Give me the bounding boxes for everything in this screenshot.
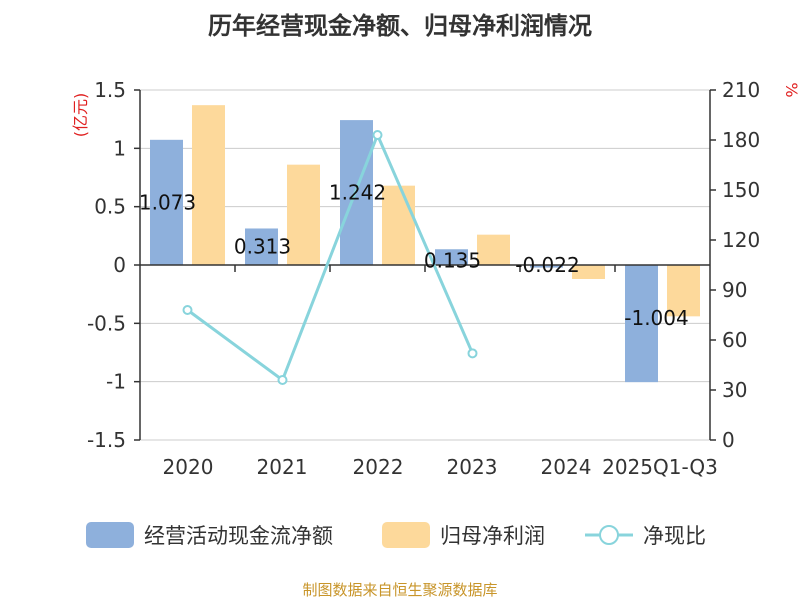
right-tick-label: 210 (722, 78, 760, 102)
left-tick-label: -1 (106, 370, 126, 394)
bars (150, 105, 700, 383)
category-label: 2024 (541, 455, 592, 479)
right-axis-unit: % (782, 82, 800, 97)
axes: -1.5 -1 -0.5 0 0.5 1 1.5 0 30 60 90 120 150 180 210 202… (71, 78, 800, 479)
source-note: 制图数据来自恒生聚源数据库 (302, 581, 498, 599)
category-label: 2022 (353, 455, 404, 479)
legend-item[interactable]: 净现比 (585, 524, 706, 548)
data-labels: 1.073 0.313 1.242 0.135 -0.022 -1.004 (139, 181, 689, 330)
grid-lines (140, 89, 710, 441)
bar-operating-cashflow (150, 139, 183, 265)
legend-label: 经营活动现金流净额 (144, 524, 333, 548)
left-tick-label: 0.5 (94, 195, 126, 219)
legend: 经营活动现金流净额 归母净利润 净现比 (86, 522, 706, 548)
cashflow-data-label: -1.004 (624, 306, 688, 330)
legend-item[interactable]: 经营活动现金流净额 (86, 522, 333, 548)
ratio-point (467, 348, 478, 359)
right-tick-label: 150 (722, 178, 760, 202)
category-label: 2021 (257, 455, 308, 479)
bar-operating-cashflow (625, 265, 658, 383)
legend-marker (599, 525, 619, 545)
ratio-point (277, 375, 288, 385)
right-tick-label: 180 (722, 128, 760, 152)
chart-title: 历年经营现金净额、归母净利润情况 (208, 12, 592, 40)
left-tick-label: 0 (113, 253, 126, 277)
bar-operating-cashflow (435, 249, 468, 265)
cashflow-data-label: 0.313 (234, 235, 291, 259)
right-tick-label: 60 (722, 328, 747, 352)
category-label: 2023 (447, 455, 498, 479)
ratio-point (372, 130, 383, 140)
right-tick-label: 120 (722, 228, 760, 252)
right-tick-label: 0 (722, 428, 735, 452)
category-label: 2020 (163, 455, 214, 479)
ratio-point (182, 305, 193, 315)
left-tick-label: -1.5 (87, 428, 126, 452)
bar-net-profit (382, 185, 415, 265)
left-tick-label: -0.5 (87, 311, 126, 335)
cashflow-data-label: 0.135 (424, 248, 481, 272)
right-tick-label: 90 (722, 278, 747, 302)
legend-swatch (382, 522, 430, 548)
cashflow-data-label: 1.073 (139, 190, 196, 214)
category-label: 2025Q1-Q3 (602, 455, 718, 479)
bar-net-profit (572, 265, 605, 279)
bar-operating-cashflow (530, 265, 563, 268)
right-tick-label: 30 (722, 378, 747, 402)
cashflow-data-label: 1.242 (329, 181, 386, 205)
bar-operating-cashflow (245, 228, 278, 265)
left-tick-label: 1 (113, 136, 126, 160)
left-tick-label: 1.5 (94, 78, 126, 102)
bar-net-profit (192, 105, 225, 266)
cashflow-data-label: -0.022 (515, 253, 579, 277)
bar-net-profit (287, 164, 320, 265)
ratio-line (182, 130, 478, 385)
legend-swatch (86, 522, 134, 548)
bar-net-profit (477, 234, 510, 265)
legend-label: 归母净利润 (440, 524, 545, 548)
bar-net-profit (667, 265, 700, 317)
ratio-line-path (186, 131, 474, 383)
legend-label: 净现比 (643, 524, 706, 548)
legend-item[interactable]: 归母净利润 (382, 522, 545, 548)
left-axis-unit: (亿元) (71, 93, 90, 138)
